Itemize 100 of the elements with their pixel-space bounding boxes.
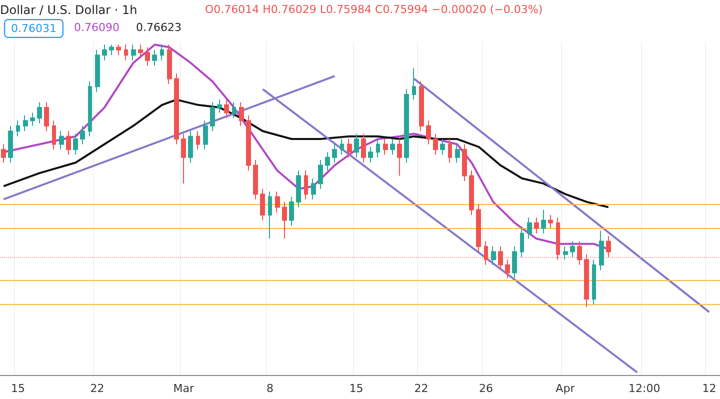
candlestick <box>30 112 35 126</box>
candlestick <box>260 188 265 221</box>
x-tick-label: 8 <box>266 382 274 395</box>
candlestick <box>138 44 143 58</box>
candlestick <box>397 138 402 176</box>
candlestick <box>534 217 539 234</box>
candlestick <box>109 44 114 56</box>
candlestick <box>59 130 64 150</box>
candlestick <box>541 209 546 234</box>
candlestick <box>131 44 136 61</box>
candlestick <box>224 99 229 119</box>
candlestick <box>455 144 460 164</box>
candlestick <box>217 99 222 114</box>
candlestick <box>606 236 611 258</box>
text: 0.76090 <box>74 21 120 34</box>
candlestick <box>469 170 474 216</box>
candlestick <box>167 44 172 84</box>
candlestick <box>448 138 452 164</box>
candlestick <box>16 120 20 137</box>
candlestick <box>332 144 337 164</box>
candlestick <box>311 178 316 200</box>
candlestick <box>282 201 287 240</box>
candlestick <box>232 102 236 119</box>
candlestick <box>66 130 71 156</box>
candlestick <box>520 228 524 258</box>
candlestick <box>296 170 301 208</box>
candlestick <box>491 246 496 266</box>
candlestick <box>440 138 445 156</box>
candlestick <box>160 44 164 61</box>
x-tick-label: 26 <box>479 382 493 395</box>
x-tick-label: 15 <box>349 382 364 395</box>
candlestick <box>340 138 344 156</box>
candlestick <box>462 144 467 182</box>
candlestick <box>548 214 553 229</box>
candlestick <box>52 120 56 150</box>
candlestick <box>368 146 373 164</box>
candlestick <box>289 196 294 226</box>
candlestick <box>188 130 193 164</box>
candlestick <box>556 217 560 260</box>
candlestick <box>592 259 596 305</box>
chart-title: Dollar / U.S. Dollar · 1h <box>0 3 138 17</box>
candlestick <box>599 230 604 271</box>
candlestick <box>124 44 128 61</box>
candlestick <box>570 240 575 258</box>
candlestick <box>376 138 380 158</box>
x-tick-label: Mar <box>173 382 194 395</box>
candlestick <box>1 144 6 164</box>
candlestick <box>354 133 359 158</box>
candlestick <box>23 114 28 132</box>
candlestick <box>426 120 431 145</box>
text: 0.76623 <box>136 21 182 34</box>
candlestick <box>419 80 424 132</box>
candlestick <box>498 246 503 271</box>
candlestick <box>145 46 150 66</box>
candlestick <box>390 138 395 156</box>
candlestick <box>95 49 100 92</box>
candlestick <box>88 80 92 137</box>
candlestick <box>383 138 388 156</box>
candlestick <box>44 102 49 132</box>
candlestick <box>318 159 323 190</box>
candlestick <box>253 159 258 200</box>
candlestick <box>268 190 272 240</box>
candlestick <box>563 246 568 260</box>
candlestick <box>412 68 416 100</box>
candlestick <box>361 133 366 164</box>
candlestick <box>196 130 200 150</box>
x-tick-label: Apr <box>556 382 576 395</box>
candlestick <box>210 102 215 132</box>
candlestick <box>203 120 208 150</box>
candlestick <box>584 254 589 308</box>
candlestick <box>433 133 438 156</box>
x-tick-label: 22 <box>414 382 428 395</box>
candlestick <box>404 88 409 164</box>
candlestick <box>80 125 85 145</box>
candlestick <box>275 190 280 213</box>
candlestick <box>116 44 121 56</box>
candlestick <box>476 204 481 252</box>
x-tick-label: 22 <box>90 382 104 395</box>
candlestick <box>102 44 107 61</box>
candlestick <box>512 246 517 278</box>
x-tick-label: 12:00 <box>628 382 660 395</box>
x-tick-label: 12 <box>702 382 716 395</box>
candlestick <box>484 240 488 266</box>
candlestick <box>304 170 308 200</box>
candlestick <box>347 138 352 158</box>
candlestick <box>174 72 179 145</box>
candlestick <box>73 133 78 156</box>
text: 0.76031 <box>11 22 56 35</box>
candlestick <box>239 102 244 126</box>
candlestick <box>325 152 330 171</box>
x-tick-label: 15 <box>11 382 25 395</box>
candlestick <box>246 114 251 171</box>
candlestick <box>577 240 582 266</box>
candlestick <box>8 125 13 164</box>
candlestick <box>37 102 42 124</box>
candlestick <box>505 259 510 278</box>
text: O0.76014 H0.76029 L0.75984 C0.75994 −0.00020 (−0.03%) <box>205 3 543 16</box>
candlestick <box>181 133 186 184</box>
candlestick <box>152 49 157 66</box>
candlestick <box>527 217 532 240</box>
